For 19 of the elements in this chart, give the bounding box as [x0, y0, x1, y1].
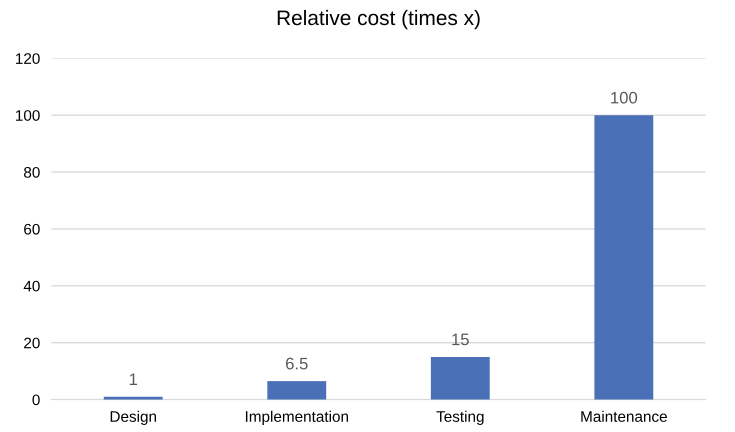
y-tick-label: 80	[24, 166, 40, 178]
bar	[594, 115, 654, 400]
y-tick-label: 120	[16, 53, 40, 64]
x-tick-label: Design	[110, 410, 156, 425]
y-tick-label: 20	[24, 338, 40, 348]
data-label: 15	[452, 334, 469, 346]
bar	[430, 356, 490, 400]
chart-title: Relative cost (times x)	[278, 10, 480, 30]
data-label: 100	[611, 92, 638, 104]
y-tick-label: 100	[16, 110, 40, 121]
x-tick-label: Implementation	[246, 410, 348, 425]
bar	[267, 381, 326, 400]
y-tick-label: 60	[24, 224, 40, 235]
x-tick-label: Maintenance	[581, 410, 667, 422]
y-tick-label: 40	[24, 280, 40, 292]
y-tick-label: 0	[32, 394, 40, 406]
x-tick-label: Testing	[436, 410, 484, 425]
data-label: 1	[130, 374, 138, 385]
data-label: 6.5	[286, 358, 308, 370]
